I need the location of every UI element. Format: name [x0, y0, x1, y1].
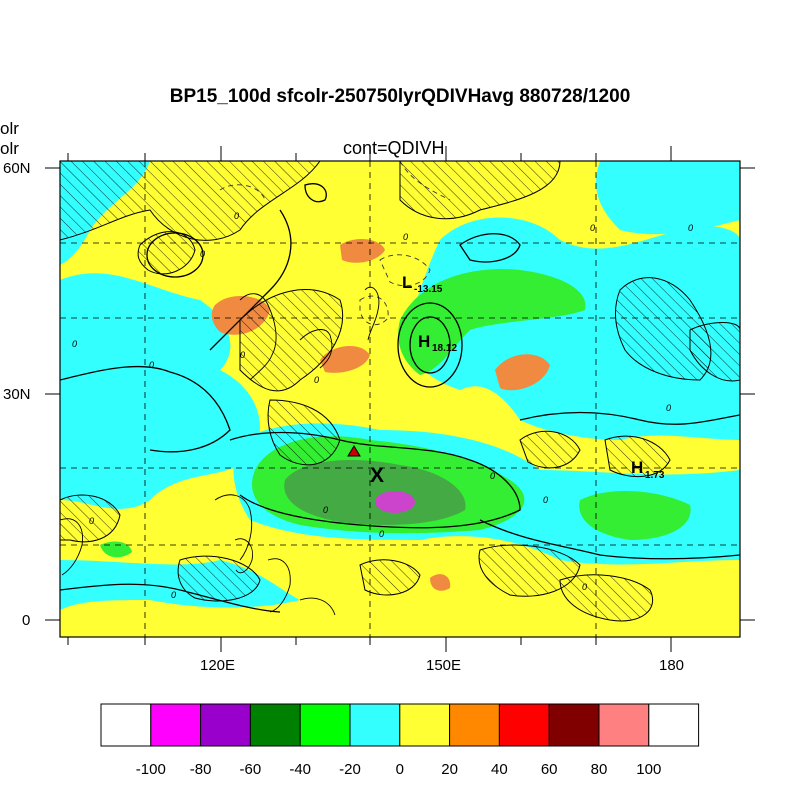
negative-contours: [219, 161, 451, 326]
colorbar-label: 20: [441, 761, 458, 778]
colorbar-swatch: [200, 703, 251, 747]
colorbar-swatch: [349, 703, 401, 747]
high-symbol-1: H: [418, 332, 430, 351]
high-value-1: 18.12: [432, 343, 457, 354]
colorbar-swatch: [150, 703, 202, 747]
x-tick-120e: 120E: [200, 657, 235, 674]
storm-x-mark: X: [370, 464, 384, 487]
orange-patch-2: [340, 238, 385, 263]
contour-zero-labels: 0 0 0 0 0 0 0 0 0 0 0 0 0 0 0 0 0: [72, 211, 693, 600]
contour-label: 0: [323, 505, 328, 515]
contour-label: 0: [149, 360, 154, 370]
colorbar-swatch: [548, 703, 600, 747]
colorbar-label: 60: [541, 761, 558, 778]
colorbar-swatch: [299, 703, 351, 747]
lat-lon-grid: [60, 161, 740, 637]
plot-frame: [59, 160, 741, 638]
y-tick-0: 0: [22, 612, 30, 629]
darkgreen-region-core: [284, 460, 466, 525]
contour-label: 0: [171, 590, 176, 600]
contour-subtitle: cont=QDIVH: [343, 138, 445, 158]
contour-label: 0: [666, 403, 671, 413]
low-label: L -13.15: [402, 273, 443, 295]
contour-label: 0: [200, 249, 205, 259]
orange-patch-3: [320, 345, 370, 373]
figure-title: BP15_100d sfcolr-250750lyrQDIVHavg 88072…: [169, 86, 631, 107]
colorbar-swatch: [449, 703, 500, 747]
contour-label: 0: [89, 516, 94, 526]
colorbar-label: -20: [339, 761, 361, 778]
colorbar-label: -80: [190, 761, 212, 778]
colorbar-label: -60: [240, 761, 262, 778]
contour-label: 0: [314, 375, 319, 385]
colorbar-swatch: [399, 703, 451, 747]
high-label-2: H 1.73: [631, 458, 665, 481]
positive-contours: [60, 183, 740, 613]
contour-label: 0: [379, 529, 384, 539]
low-value: -13.15: [414, 284, 443, 295]
contour-label: 0: [234, 211, 239, 221]
colorbar-label: 80: [591, 761, 608, 778]
left-string-2: olr: [0, 139, 19, 158]
contour-label: 0: [240, 350, 245, 360]
x-tick-180: 180: [659, 657, 684, 674]
high-value-2: 1.73: [645, 470, 665, 481]
colorbar-label: 40: [491, 761, 508, 778]
left-string-1: olr: [0, 119, 19, 138]
colorbar-swatch: [598, 703, 650, 747]
cyan-region-west: [60, 273, 260, 509]
hatched-negative-areas: [60, 161, 740, 622]
low-symbol: L: [402, 273, 412, 292]
high-symbol-2: H: [631, 458, 643, 477]
orange-patch-4: [495, 354, 550, 391]
colorbar-label: 100: [636, 761, 661, 778]
high-label-1: H 18.12: [418, 332, 457, 354]
map-field: [60, 161, 740, 637]
contour-label: 0: [688, 223, 693, 233]
contour-label: 0: [72, 339, 77, 349]
axis-ticks: [45, 146, 755, 652]
colorbar-swatch: [100, 703, 152, 747]
green-region-small-west: [100, 541, 132, 558]
triangle-marker-icon: [347, 445, 361, 457]
colorbar-label: -100: [136, 761, 166, 778]
contour-label: 0: [590, 223, 595, 233]
green-region-high: [398, 269, 586, 375]
contour-label: 0: [490, 471, 495, 481]
green-region-southeast: [579, 490, 691, 540]
y-tick-60n: 60N: [3, 160, 31, 177]
contour-label: 0: [543, 495, 548, 505]
y-tick-30n: 30N: [3, 386, 31, 403]
purple-region-core: [375, 491, 415, 513]
colorbar-swatch: [498, 703, 550, 747]
colorbar: -100 -80 -60 -40 -20 0 20 40 60 80 100: [100, 703, 700, 778]
colorbar-swatch: [648, 703, 700, 747]
contour-label: 0: [582, 582, 587, 592]
contour-label: 0: [403, 232, 408, 242]
colorbar-label: 0: [396, 761, 404, 778]
colorbar-label: -40: [289, 761, 311, 778]
cyan-region-northeast: [596, 161, 740, 235]
x-tick-150e: 150E: [426, 657, 461, 674]
orange-patch-5: [430, 574, 451, 591]
colorbar-swatch: [249, 703, 301, 747]
